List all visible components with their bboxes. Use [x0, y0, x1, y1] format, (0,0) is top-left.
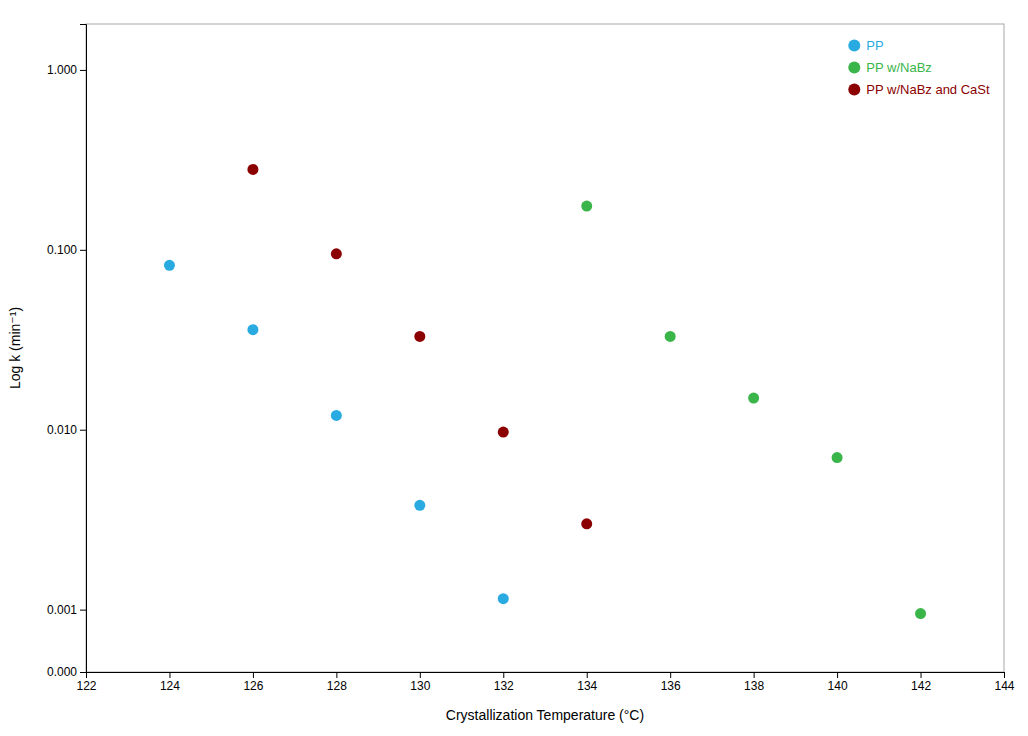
tick-mark	[1004, 672, 1005, 678]
point	[331, 248, 342, 259]
tick: 0.010	[47, 423, 86, 437]
x-axis: 122 124 126 128 130 132 134 136 138 140 142 144	[76, 672, 1014, 693]
plot: 122 124 126 128 130 132 134 136 138 140 142 144 0.00…	[7, 24, 1015, 723]
tick-mark	[169, 672, 170, 678]
point	[414, 500, 425, 511]
legend-item: PP w/NaBz and CaSt	[848, 82, 990, 97]
tick-label: 0.010	[47, 423, 77, 437]
tick-mark	[420, 672, 421, 678]
tick: 0.001	[47, 603, 86, 617]
point	[498, 427, 509, 438]
tick-mark	[80, 70, 86, 71]
tick: 1.000	[47, 63, 86, 77]
tick-label: 128	[327, 679, 347, 693]
plot-frame	[86, 24, 1004, 672]
point	[915, 608, 926, 619]
tick-label: 1.000	[47, 63, 77, 77]
legend-label: PP w/NaBz and CaSt	[866, 82, 990, 97]
tick-mark	[670, 672, 671, 678]
tick-label: 140	[828, 679, 848, 693]
tick-label: 134	[577, 679, 597, 693]
legend-item: PP	[848, 38, 883, 53]
tick-mark	[80, 430, 86, 431]
tick-label: 136	[661, 679, 681, 693]
series	[581, 201, 926, 620]
point	[331, 410, 342, 421]
tick-label: 132	[494, 679, 514, 693]
tick-mark	[754, 672, 755, 678]
tick-label: 0.000	[47, 665, 77, 679]
tick-mark	[587, 672, 588, 678]
tick-mark	[921, 672, 922, 678]
tick-mark	[80, 610, 86, 611]
point	[581, 201, 592, 212]
tick: 0.000	[47, 665, 86, 679]
tick-mark	[80, 672, 86, 673]
tick: 136	[661, 672, 681, 693]
tick-label: 126	[243, 679, 263, 693]
tick: 142	[911, 672, 931, 693]
tick: 140	[828, 672, 848, 693]
tick-mark	[503, 672, 504, 678]
tick: 122	[76, 672, 96, 693]
tick-label: 122	[76, 679, 96, 693]
tick: 124	[160, 672, 180, 693]
legend-label: PP w/NaBz	[866, 60, 932, 75]
legend-marker	[848, 61, 860, 73]
point	[581, 518, 592, 529]
tick-mark	[837, 672, 838, 678]
series	[247, 164, 592, 529]
tick-mark	[253, 672, 254, 678]
tick: 134	[577, 672, 597, 693]
legend-item: PP w/NaBz	[848, 60, 932, 75]
y-axis: 0.000 0.001 0.010 0.100 1.000	[47, 25, 87, 680]
point	[247, 324, 258, 335]
point	[832, 452, 843, 463]
legend-marker	[848, 39, 860, 51]
x-axis-title: Crystallization Temperature (°C)	[446, 707, 644, 723]
point	[748, 393, 759, 404]
point	[414, 331, 425, 342]
tick-label: 124	[160, 679, 180, 693]
y-axis-title: Log k (min⁻¹)	[7, 307, 23, 389]
legend-label: PP	[866, 38, 883, 53]
tick-label: 130	[410, 679, 430, 693]
tick: 0.100	[47, 243, 86, 257]
point	[665, 331, 676, 342]
series	[164, 260, 509, 604]
tick-label: 144	[994, 679, 1014, 693]
tick: 128	[327, 672, 347, 693]
tick-label: 142	[911, 679, 931, 693]
tick-label: 138	[744, 679, 764, 693]
points	[164, 164, 926, 619]
axis-line	[87, 673, 1005, 679]
tick-mark	[336, 672, 337, 678]
tick: 144	[994, 672, 1014, 693]
tick-label: 0.001	[47, 603, 77, 617]
tick-label: 0.100	[47, 243, 77, 257]
tick-mark	[80, 250, 86, 251]
axis-line	[80, 25, 87, 673]
legend-marker	[848, 83, 860, 95]
point	[164, 260, 175, 271]
tick: 126	[243, 672, 263, 693]
tick: 132	[494, 672, 514, 693]
tick: 138	[744, 672, 764, 693]
point	[247, 164, 258, 175]
tick: 130	[410, 672, 430, 693]
point	[498, 593, 509, 604]
legend: PP PP w/NaBz PP w/NaBz and CaSt	[848, 38, 990, 97]
chart: 122 124 126 128 130 132 134 136 138 140 142 144 0.00…	[0, 0, 1028, 736]
